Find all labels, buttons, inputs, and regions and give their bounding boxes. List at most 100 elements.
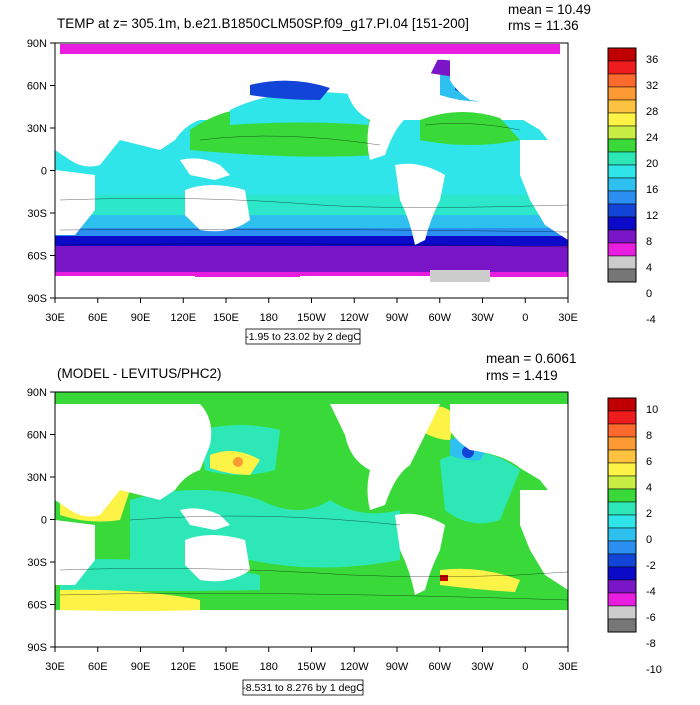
lon-tick-label: 120E <box>170 312 196 324</box>
colorbar-swatch <box>607 60 637 75</box>
colorbar-swatch <box>607 229 637 244</box>
panel-temperature: TEMP at z= 305.1m, b.e21.B1850CLM50SP.f0… <box>27 2 658 345</box>
lat-tick-label: 60S <box>27 251 47 263</box>
panel-difference: (MODEL - LEVITUS/PHC2) mean = 0.6061 rms… <box>27 351 662 696</box>
colorbar-label: 12 <box>646 210 658 222</box>
lon-tick-label: 120E <box>170 661 196 673</box>
colorbar-label: -8 <box>646 638 656 650</box>
colorbar-swatch <box>607 216 637 231</box>
colorbar-label: -4 <box>646 314 656 326</box>
colorbar-swatch <box>607 397 637 412</box>
colorbar-label: 10 <box>646 404 658 416</box>
colorbar-label: -10 <box>646 664 662 676</box>
colorbar-swatch <box>607 164 637 179</box>
lat-tick-label: 90N <box>27 387 47 399</box>
lat-tick-label: 30N <box>27 472 47 484</box>
lon-tick-label: 150E <box>213 312 239 324</box>
colorbar-label: -6 <box>646 612 656 624</box>
colorbar-swatch <box>607 553 637 568</box>
rms-label: rms = 1.419 <box>486 368 558 383</box>
lon-tick-label: 30E <box>45 312 65 324</box>
colorbar-label: -4 <box>646 586 656 598</box>
colorbar-label: 32 <box>646 80 658 92</box>
colorbar-swatch <box>607 410 637 425</box>
colorbar-label: 28 <box>646 106 658 118</box>
lon-tick-label: 0 <box>522 661 528 673</box>
colorbar-label: 20 <box>646 158 658 170</box>
colorbar-frame <box>607 397 637 633</box>
lat-tick-label: 90N <box>27 38 47 50</box>
range-box <box>245 328 361 345</box>
colorbar-swatch <box>607 203 637 218</box>
lat-tick-label: 30N <box>27 123 47 135</box>
colorbar-swatch <box>607 514 637 529</box>
colorbar-label: 8 <box>646 236 652 248</box>
colorbar-swatch <box>607 151 637 166</box>
colorbar-label: 24 <box>646 132 658 144</box>
lat-tick-label: 90S <box>27 642 47 654</box>
colorbar-swatch <box>607 190 637 205</box>
colorbar-swatch <box>607 449 637 464</box>
colorbar-swatch <box>607 462 637 477</box>
colorbar-swatch <box>607 47 637 62</box>
lon-tick-label: 30E <box>558 661 578 673</box>
colorbar-label: 36 <box>646 54 658 66</box>
panel-title: TEMP at z= 305.1m, b.e21.B1850CLM50SP.f0… <box>57 16 469 31</box>
lon-axis: 30E 60E 90E 120E 150E 180 150W 120W 90W 60W 30W 0 30… <box>45 647 578 673</box>
colorbar: 36 32 28 24 20 16 12 8 4 0 -4 <box>607 47 658 326</box>
colorbar-label: 2 <box>646 508 652 520</box>
colorbar-label: 4 <box>646 482 652 494</box>
difference-map <box>55 392 568 647</box>
colorbar-swatch <box>607 86 637 101</box>
lon-tick-label: 150W <box>297 312 326 324</box>
range-label: -8.531 to 8.276 by 1 degC <box>242 682 364 694</box>
lon-tick-label: 60W <box>428 312 451 324</box>
lon-tick-label: 60W <box>428 661 451 673</box>
lat-axis: 90N 60N 30N 0 30S 60S 90S <box>27 387 55 654</box>
lat-tick-label: 0 <box>41 166 47 178</box>
colorbar-label: 0 <box>646 288 652 300</box>
colorbar-swatch <box>607 488 637 503</box>
colorbar-swatch <box>607 527 637 542</box>
colorbar-swatch <box>607 125 637 140</box>
colorbar-swatch <box>607 566 637 581</box>
colorbar-swatch <box>607 255 637 270</box>
lat-axis: 90N 60N 30N 0 30S 60S 90S <box>27 38 55 305</box>
colorbar-swatch <box>607 618 637 633</box>
lon-tick-label: 120W <box>340 312 369 324</box>
lon-tick-label: 30E <box>558 312 578 324</box>
colorbar-swatch <box>607 592 637 607</box>
lon-tick-label: 150W <box>297 661 326 673</box>
colorbar-frame <box>607 47 637 283</box>
colorbar-swatch <box>607 242 637 257</box>
lon-tick-label: 0 <box>522 312 528 324</box>
lon-tick-label: 90W <box>386 661 409 673</box>
colorbar-swatch <box>607 177 637 192</box>
colorbar-label: 6 <box>646 456 652 468</box>
range-label: -1.95 to 23.02 by 2 degC <box>245 331 361 343</box>
lon-tick-label: 90W <box>386 312 409 324</box>
lon-tick-label: 150E <box>213 661 239 673</box>
range-box <box>242 679 364 696</box>
lat-tick-label: 30S <box>27 208 47 220</box>
colorbar-swatch <box>607 436 637 451</box>
colorbar-swatch <box>607 540 637 555</box>
colorbar-label: -2 <box>646 560 656 572</box>
colorbar-swatch <box>607 579 637 594</box>
lat-tick-label: 90S <box>27 293 47 305</box>
lat-tick-label: 0 <box>41 515 47 527</box>
colorbar-swatch <box>607 501 637 516</box>
colorbar-label: 16 <box>646 184 658 196</box>
colorbar-swatch <box>607 475 637 490</box>
colorbar-swatch <box>607 112 637 127</box>
colorbar: 10 8 6 4 2 0 -2 -4 -6 -8 -10 <box>607 397 662 676</box>
colorbar-swatch <box>607 605 637 620</box>
temperature-map <box>55 43 568 298</box>
mean-label: mean = 10.49 <box>508 2 591 17</box>
colorbar-swatch <box>607 99 637 114</box>
mean-label: mean = 0.6061 <box>486 351 576 366</box>
lon-tick-label: 120W <box>340 661 369 673</box>
colorbar-swatch <box>607 268 637 283</box>
lat-tick-label: 60N <box>27 430 47 442</box>
